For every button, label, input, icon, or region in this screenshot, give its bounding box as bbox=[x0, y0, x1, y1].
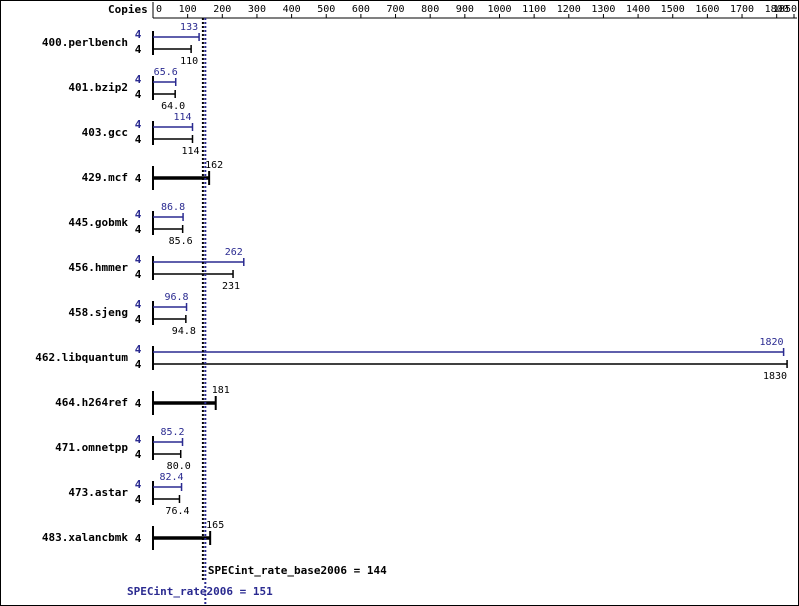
base-copies: 4 bbox=[135, 493, 142, 506]
x-tick-label: 1850 bbox=[773, 4, 797, 15]
benchmark-label: 471.omnetpp bbox=[55, 441, 128, 454]
reference-label: SPECint_rate_base2006 = 144 bbox=[208, 564, 387, 577]
copies-header: Copies bbox=[108, 3, 148, 16]
peak-value-label: 96.8 bbox=[164, 292, 188, 303]
x-tick-label: 1000 bbox=[487, 4, 511, 15]
peak-value-label: 262 bbox=[225, 247, 243, 258]
benchmark-label: 429.mcf bbox=[82, 171, 128, 184]
x-tick-label: 700 bbox=[387, 4, 405, 15]
base-copies: 4 bbox=[135, 88, 142, 101]
peak-copies: 4 bbox=[135, 118, 142, 131]
peak-copies: 4 bbox=[135, 433, 142, 446]
benchmark-label: 462.libquantum bbox=[35, 351, 128, 364]
x-tick-label: 1500 bbox=[661, 4, 685, 15]
base-copies: 4 bbox=[135, 223, 142, 236]
peak-value-label: 65.6 bbox=[154, 67, 178, 78]
benchmark-label: 400.perlbench bbox=[42, 36, 128, 49]
x-tick-label: 600 bbox=[352, 4, 370, 15]
base-value-label: 76.4 bbox=[165, 506, 189, 517]
base-value-label: 231 bbox=[222, 281, 240, 292]
benchmark-label: 458.sjeng bbox=[68, 306, 128, 319]
x-tick-label: 1600 bbox=[695, 4, 719, 15]
x-tick-label: 1300 bbox=[591, 4, 615, 15]
base-copies: 4 bbox=[135, 43, 142, 56]
base-copies: 4 bbox=[135, 397, 142, 410]
benchmark-label: 464.h264ref bbox=[55, 396, 128, 409]
base-value-label: 162 bbox=[205, 160, 223, 171]
peak-copies: 4 bbox=[135, 343, 142, 356]
peak-copies: 4 bbox=[135, 298, 142, 311]
peak-copies: 4 bbox=[135, 253, 142, 266]
base-copies: 4 bbox=[135, 268, 142, 281]
x-tick-label: 1200 bbox=[557, 4, 581, 15]
x-tick-label: 500 bbox=[317, 4, 335, 15]
base-value-label: 110 bbox=[180, 56, 198, 67]
x-tick-label: 1400 bbox=[626, 4, 650, 15]
base-copies: 4 bbox=[135, 448, 142, 461]
base-value-label: 94.8 bbox=[172, 326, 196, 337]
reference-label: SPECint_rate2006 = 151 bbox=[127, 585, 273, 598]
peak-value-label: 82.4 bbox=[160, 472, 184, 483]
base-copies: 4 bbox=[135, 313, 142, 326]
peak-value-label: 133 bbox=[180, 22, 198, 33]
base-copies: 4 bbox=[135, 172, 142, 185]
benchmark-label: 403.gcc bbox=[82, 126, 128, 139]
peak-value-label: 114 bbox=[173, 112, 191, 123]
peak-copies: 4 bbox=[135, 28, 142, 41]
peak-copies: 4 bbox=[135, 478, 142, 491]
x-tick-label: 0 bbox=[156, 4, 162, 15]
base-copies: 4 bbox=[135, 532, 142, 545]
peak-copies: 4 bbox=[135, 208, 142, 221]
x-tick-label: 1100 bbox=[522, 4, 546, 15]
peak-value-label: 86.8 bbox=[161, 202, 185, 213]
base-value-label: 1830 bbox=[763, 371, 787, 382]
x-tick-label: 1800 bbox=[765, 4, 789, 15]
peak-copies: 4 bbox=[135, 73, 142, 86]
x-tick-label: 900 bbox=[456, 4, 474, 15]
peak-value-label: 85.2 bbox=[160, 427, 184, 438]
benchmark-label: 473.astar bbox=[68, 486, 128, 499]
base-value-label: 64.0 bbox=[161, 101, 185, 112]
base-copies: 4 bbox=[135, 358, 142, 371]
base-value-label: 114 bbox=[181, 146, 199, 157]
x-tick-label: 300 bbox=[248, 4, 266, 15]
base-copies: 4 bbox=[135, 133, 142, 146]
x-tick-label: 400 bbox=[283, 4, 301, 15]
x-tick-label: 800 bbox=[421, 4, 439, 15]
base-value-label: 165 bbox=[206, 520, 224, 531]
peak-value-label: 1820 bbox=[760, 337, 784, 348]
benchmark-label: 445.gobmk bbox=[68, 216, 128, 229]
base-value-label: 85.6 bbox=[169, 236, 193, 247]
base-value-label: 181 bbox=[212, 385, 230, 396]
x-tick-label: 200 bbox=[213, 4, 231, 15]
benchmark-label: 483.xalancbmk bbox=[42, 531, 128, 544]
base-value-label: 80.0 bbox=[167, 461, 191, 472]
x-tick-label: 1700 bbox=[730, 4, 754, 15]
benchmark-label: 401.bzip2 bbox=[68, 81, 128, 94]
x-tick-label: 100 bbox=[179, 4, 197, 15]
benchmark-label: 456.hmmer bbox=[68, 261, 128, 274]
